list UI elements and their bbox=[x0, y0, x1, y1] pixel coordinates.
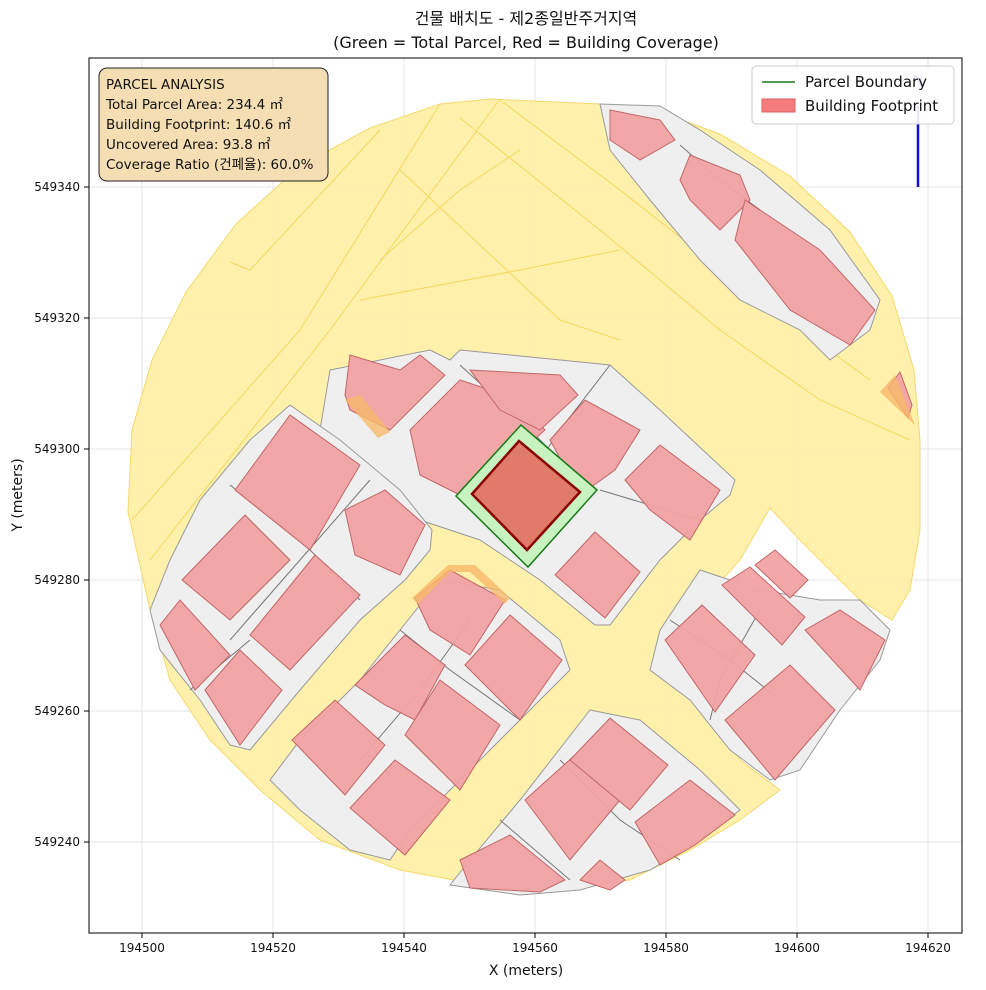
building bbox=[664, 604, 756, 713]
map-subtitle: (Green = Total Parcel, Red = Building Co… bbox=[333, 33, 719, 52]
lot-divider bbox=[499, 819, 571, 881]
building bbox=[349, 759, 451, 856]
road-line bbox=[459, 117, 911, 441]
lot-divider bbox=[229, 479, 371, 641]
building bbox=[468, 369, 579, 431]
building bbox=[234, 414, 361, 551]
info-box: PARCEL ANALYSIS Total Parcel Area: 234.4… bbox=[98, 67, 329, 182]
building bbox=[754, 549, 809, 599]
building bbox=[344, 489, 426, 576]
y-tick-label: 549320 bbox=[34, 311, 80, 325]
road-line bbox=[399, 169, 621, 341]
x-tick-label: 194560 bbox=[512, 941, 558, 955]
building bbox=[459, 834, 566, 893]
info-coverage-ratio: Coverage Ratio (건폐율): 60.0% bbox=[106, 157, 314, 173]
highlight bbox=[412, 565, 510, 604]
info-uncovered: Uncovered Area: 93.8 ㎡ bbox=[106, 137, 271, 153]
building bbox=[721, 566, 806, 646]
building bbox=[181, 514, 291, 621]
building bbox=[404, 679, 501, 791]
road-line bbox=[149, 98, 501, 561]
target-building bbox=[470, 439, 582, 552]
legend-box bbox=[751, 65, 955, 125]
road-line bbox=[131, 103, 441, 521]
x-tick-marks bbox=[141, 933, 929, 938]
info-footprint: Building Footprint: 140.6 ㎡ bbox=[106, 117, 292, 133]
building bbox=[624, 444, 721, 541]
y-tick-label: 549280 bbox=[34, 573, 80, 587]
x-axis-label: X (meters) bbox=[489, 963, 563, 979]
building bbox=[734, 199, 876, 346]
info-heading: PARCEL ANALYSIS bbox=[106, 77, 225, 93]
road-line bbox=[229, 129, 381, 271]
building bbox=[159, 599, 231, 691]
x-tick-label: 194520 bbox=[250, 941, 296, 955]
building bbox=[609, 109, 676, 161]
legend-building-label: Building Footprint bbox=[805, 97, 938, 115]
building bbox=[724, 664, 836, 781]
x-tick-label: 194620 bbox=[905, 941, 951, 955]
building bbox=[204, 649, 283, 746]
y-tick-label: 549340 bbox=[34, 180, 80, 194]
x-tick-label: 194580 bbox=[643, 941, 689, 955]
y-tick-label: 549260 bbox=[34, 704, 80, 718]
building bbox=[679, 154, 751, 231]
y-tick-label: 549300 bbox=[34, 442, 80, 456]
legend-parcel-label: Parcel Boundary bbox=[805, 73, 927, 91]
highlight bbox=[880, 375, 915, 425]
building bbox=[554, 531, 641, 619]
axes-frame bbox=[88, 57, 963, 934]
y-tick-marks bbox=[84, 186, 89, 843]
building bbox=[464, 614, 563, 721]
buildings bbox=[159, 109, 913, 893]
y-tick-label: 549240 bbox=[34, 835, 80, 849]
building bbox=[249, 554, 361, 671]
highlights bbox=[345, 375, 915, 604]
legend-building-swatch bbox=[761, 98, 796, 113]
building bbox=[634, 779, 736, 866]
building bbox=[569, 717, 669, 811]
map-title: 건물 배치도 - 제2종일반주거지역 bbox=[415, 9, 638, 28]
y-axis-label: Y (meters) bbox=[10, 458, 26, 532]
info-box-bg bbox=[98, 67, 329, 182]
road-line bbox=[379, 149, 521, 261]
x-tick-label: 194500 bbox=[119, 941, 165, 955]
x-tick-label: 194540 bbox=[381, 941, 427, 955]
building bbox=[579, 859, 626, 891]
building bbox=[291, 699, 386, 796]
x-tick-label: 194600 bbox=[774, 941, 820, 955]
building bbox=[354, 634, 446, 721]
highlight bbox=[345, 395, 390, 438]
legend: Parcel Boundary Building Footprint bbox=[751, 65, 955, 125]
road-line bbox=[359, 249, 621, 301]
info-total-area: Total Parcel Area: 234.4 ㎡ bbox=[105, 97, 283, 113]
building bbox=[804, 609, 886, 691]
